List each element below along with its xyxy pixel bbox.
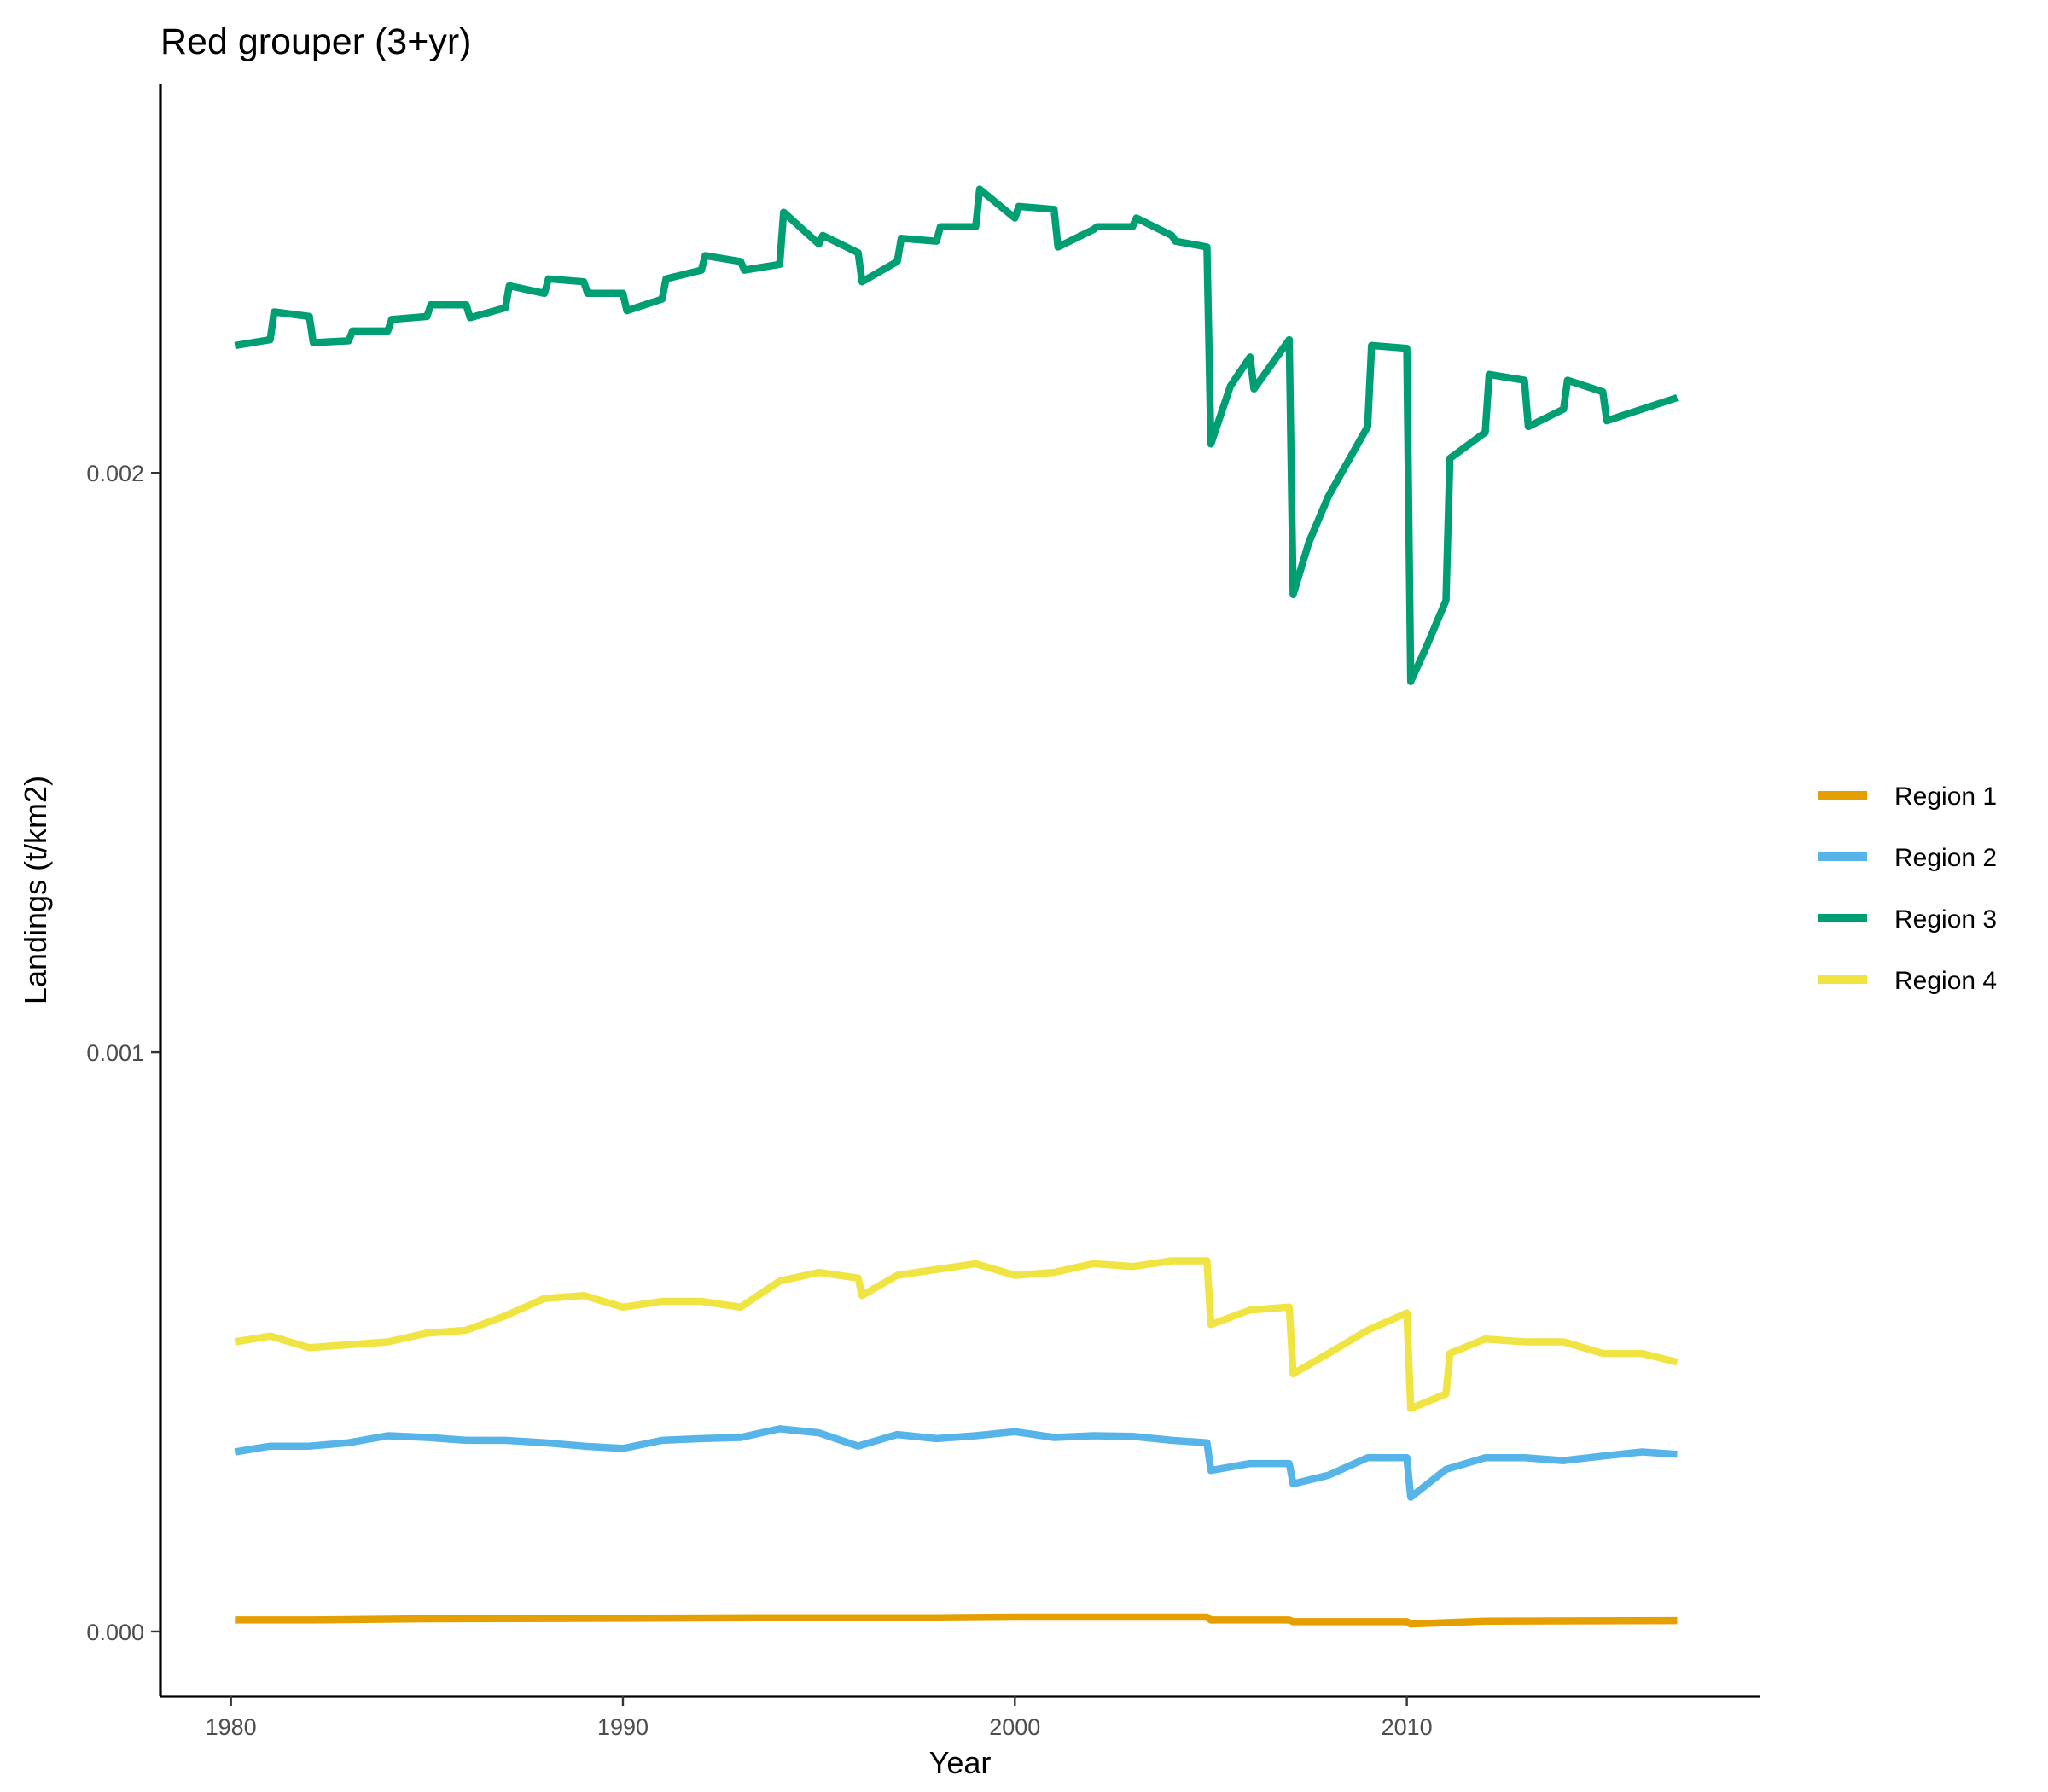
chart-title: Red grouper (3+yr) xyxy=(160,21,471,62)
x-tick-label: 1980 xyxy=(206,1714,257,1740)
legend: Region 1 Region 2 Region 3 Region 4 xyxy=(1818,783,1997,995)
series-line-region-2 xyxy=(234,1425,1678,1501)
x-tick-label: 2010 xyxy=(1382,1714,1433,1740)
x-axis-ticks: 1980 1990 2000 2010 xyxy=(206,1696,1433,1740)
y-tick-label: 0.002 xyxy=(86,461,144,486)
plot-panel xyxy=(234,185,1679,1628)
series-line-region-3 xyxy=(234,185,1679,685)
legend-label-region-4: Region 4 xyxy=(1894,967,1997,995)
legend-label-region-1: Region 1 xyxy=(1894,783,1997,811)
series-line-region-4 xyxy=(234,1257,1679,1412)
legend-label-region-3: Region 3 xyxy=(1894,905,1997,934)
y-tick-label: 0.000 xyxy=(86,1620,144,1645)
legend-label-region-2: Region 2 xyxy=(1894,844,1997,872)
series-line-region-1 xyxy=(235,1613,1678,1628)
y-axis-ticks: 0.000 0.001 0.002 xyxy=(86,461,160,1645)
x-tick-label: 1990 xyxy=(597,1714,649,1740)
y-tick-label: 0.001 xyxy=(86,1040,144,1066)
x-tick-label: 2000 xyxy=(989,1714,1040,1740)
y-axis-title: Landings (t/km2) xyxy=(18,776,53,1004)
x-axis-title: Year xyxy=(929,1745,992,1780)
